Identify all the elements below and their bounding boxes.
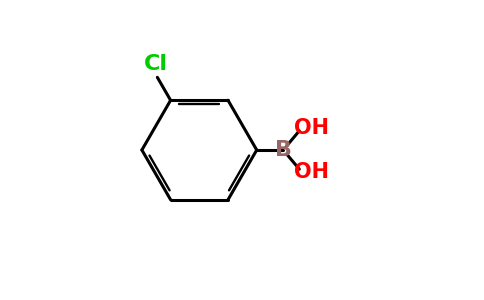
Text: Cl: Cl <box>144 54 168 74</box>
Text: OH: OH <box>294 162 329 182</box>
Text: OH: OH <box>294 118 329 138</box>
Text: B: B <box>275 140 292 160</box>
